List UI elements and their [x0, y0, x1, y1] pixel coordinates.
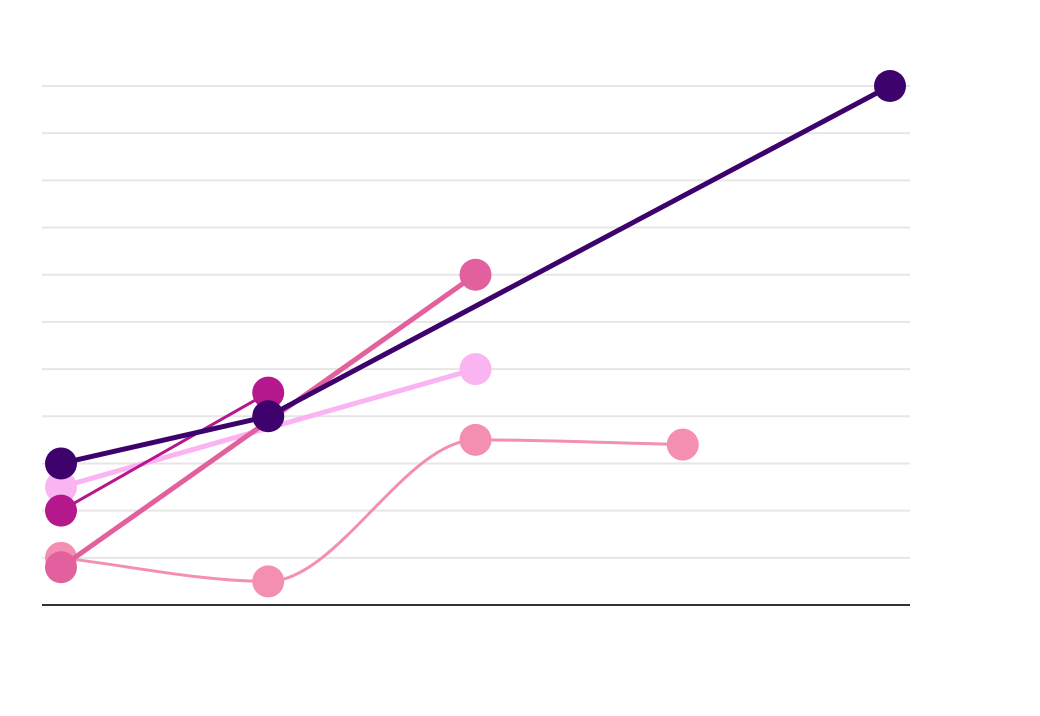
series-4-point-1 [252, 400, 285, 433]
series-1-point-0 [45, 471, 77, 504]
series-0-point-3 [666, 428, 699, 461]
series-0-point-2 [459, 423, 492, 456]
series-2-point-1 [252, 376, 285, 409]
series-4 [45, 70, 906, 480]
series-1-point-1 [459, 353, 492, 386]
series-3-point-0 [45, 551, 77, 584]
series-layer [45, 70, 906, 598]
series-4-point-2 [874, 70, 906, 102]
series-2 [45, 376, 285, 527]
series-3-point-1 [459, 258, 492, 291]
series-4-point-0 [45, 447, 77, 480]
series-0-line [59, 438, 685, 583]
series-0-point-1 [252, 565, 285, 598]
series-2-point-0 [45, 494, 77, 527]
series-2-line [59, 391, 270, 513]
